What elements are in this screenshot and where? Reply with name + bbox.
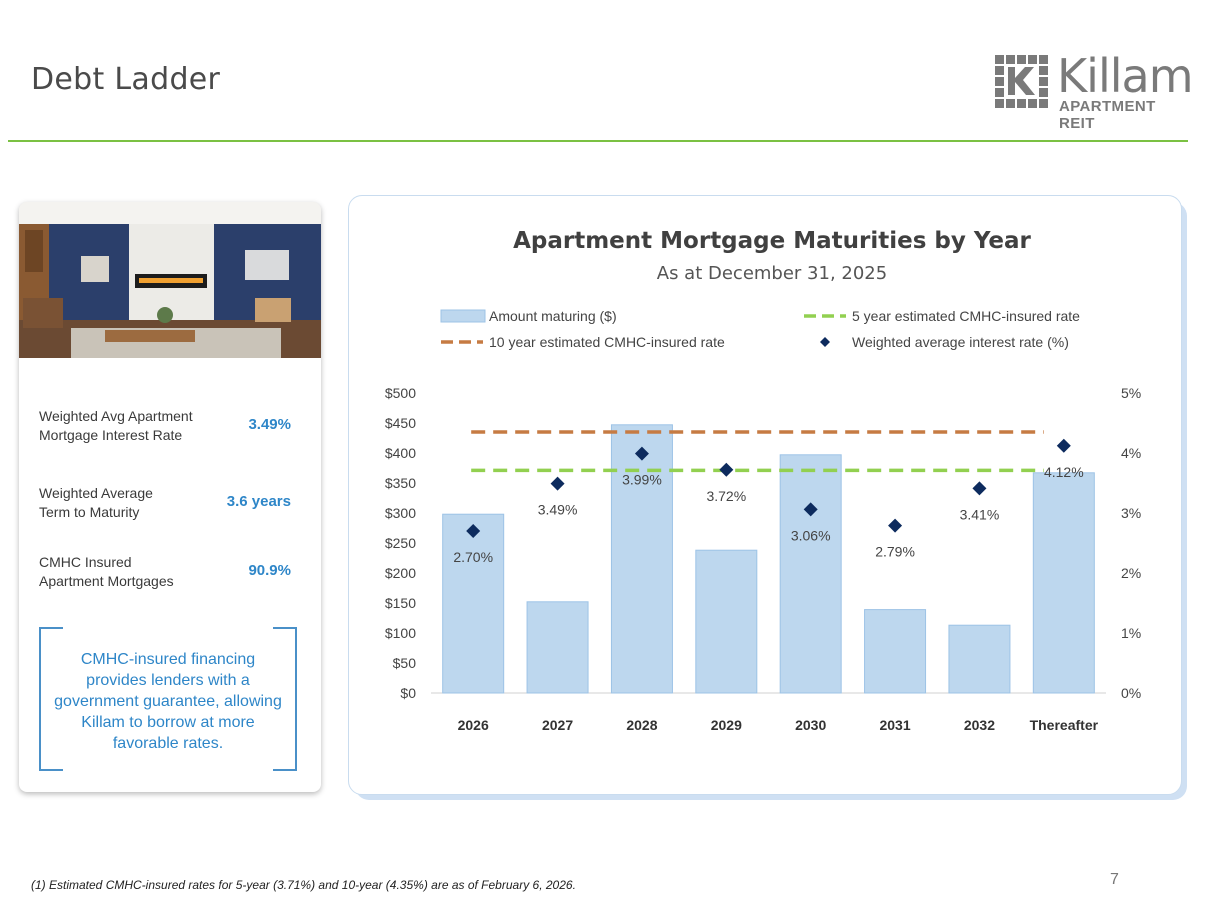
y-left-tick-label: $450: [385, 415, 416, 431]
bar-amount-maturing: [779, 454, 842, 694]
data-label-rate: 2.70%: [453, 549, 493, 565]
y-left-tick-label: $300: [385, 505, 416, 521]
cmhc-callout: CMHC-insured financing provides lenders …: [39, 627, 297, 771]
stat-weighted-avg-rate: Weighted Avg Apartment Mortgage Interest…: [39, 407, 309, 451]
stat-value: 3.6 years: [226, 493, 291, 510]
point-weighted-average-rate: [466, 524, 481, 538]
callout-text: CMHC-insured financing provides lenders …: [54, 651, 282, 752]
key-stats-card: Weighted Avg Apartment Mortgage Interest…: [19, 202, 321, 792]
x-tick-label: 2027: [542, 717, 573, 733]
point-weighted-average-rate: [634, 446, 649, 461]
stat-cmhc-insured: CMHC Insured Apartment Mortgages 90.9%: [39, 553, 309, 597]
bar-amount-maturing: [695, 549, 758, 694]
chart-subtitle: As at December 31, 2025: [656, 263, 888, 284]
bar-amount-maturing: [526, 601, 589, 694]
logo-subtitle: APARTMENT REIT: [1059, 98, 1156, 132]
point-weighted-average-rate: [888, 518, 903, 533]
y-left-tick-label: $250: [385, 535, 416, 551]
stat-label: Weighted Average Term to Maturity: [39, 485, 153, 520]
stat-value: 90.9%: [248, 562, 291, 579]
data-label-rate: 3.99%: [622, 472, 662, 488]
left-bracket: [39, 627, 63, 771]
y-left-tick-label: $500: [385, 385, 416, 401]
x-tick-label: 2032: [964, 717, 995, 733]
x-tick-label: 2029: [711, 717, 742, 733]
data-label-rate: 3.06%: [791, 527, 831, 543]
bar-amount-maturing: [864, 609, 927, 694]
point-weighted-average-rate: [803, 502, 818, 517]
point-weighted-average-rate: [972, 481, 987, 496]
legend-label: 5 year estimated CMHC-insured rate: [852, 308, 1080, 324]
data-label-rate: 3.41%: [960, 506, 1000, 522]
chart-title: Apartment Mortgage Maturities by Year: [513, 228, 1031, 254]
point-weighted-average-rate: [550, 476, 565, 491]
legend-label: Weighted average interest rate (%): [852, 334, 1069, 350]
y-right-tick-label: 0%: [1121, 685, 1141, 701]
y-left-tick-label: $50: [393, 655, 417, 671]
y-right-tick-label: 1%: [1121, 625, 1141, 641]
y-left-tick-label: $150: [385, 595, 416, 611]
page-number: 7: [1110, 871, 1119, 888]
stat-value: 3.49%: [248, 416, 291, 433]
data-label-rate: 3.49%: [538, 502, 578, 518]
y-right-tick-label: 3%: [1121, 505, 1141, 521]
y-left-tick-label: $400: [385, 445, 416, 461]
bar-amount-maturing: [1032, 472, 1095, 694]
legend-label: 10 year estimated CMHC-insured rate: [489, 334, 725, 350]
point-weighted-average-rate: [719, 462, 734, 477]
data-label-rate: 4.12%: [1044, 464, 1084, 480]
killam-logo: Killam APARTMENT REIT: [995, 49, 1194, 132]
title-divider: [8, 140, 1188, 142]
legend-swatch-amount: [440, 309, 486, 323]
y-right-tick-label: 5%: [1121, 385, 1141, 401]
logo-wordmark: Killam: [1057, 49, 1194, 103]
y-left-tick-label: $350: [385, 475, 416, 491]
y-left-tick-label: $200: [385, 565, 416, 581]
bar-amount-maturing: [948, 624, 1011, 694]
page-title: Debt Ladder: [31, 62, 221, 97]
x-tick-label: 2031: [879, 717, 910, 733]
y-right-tick-label: 4%: [1121, 445, 1141, 461]
right-bracket: [273, 627, 297, 771]
y-right-tick-label: 2%: [1121, 565, 1141, 581]
legend-swatch-weighted-rate: [820, 337, 830, 347]
stat-label: Weighted Avg Apartment Mortgage Interest…: [39, 408, 193, 443]
data-label-rate: 2.79%: [875, 544, 915, 560]
stat-term-to-maturity: Weighted Average Term to Maturity 3.6 ye…: [39, 484, 309, 528]
killam-k-mark-icon: [995, 55, 1048, 108]
y-left-tick-label: $0: [400, 685, 416, 701]
bar-amount-maturing: [610, 424, 673, 694]
stat-label: CMHC Insured Apartment Mortgages: [39, 554, 174, 589]
legend-label: Amount maturing ($): [489, 308, 617, 324]
x-tick-label: 2028: [626, 717, 657, 733]
x-tick-label: 2026: [458, 717, 489, 733]
bar-amount-maturing: [442, 513, 505, 694]
living-room-photo: [19, 202, 321, 358]
x-tick-label: Thereafter: [1030, 717, 1099, 733]
y-left-tick-label: $100: [385, 625, 416, 641]
footnote: (1) Estimated CMHC-insured rates for 5-y…: [31, 878, 576, 892]
point-weighted-average-rate: [1056, 438, 1071, 453]
data-label-rate: 3.72%: [706, 488, 746, 504]
x-tick-label: 2030: [795, 717, 826, 733]
